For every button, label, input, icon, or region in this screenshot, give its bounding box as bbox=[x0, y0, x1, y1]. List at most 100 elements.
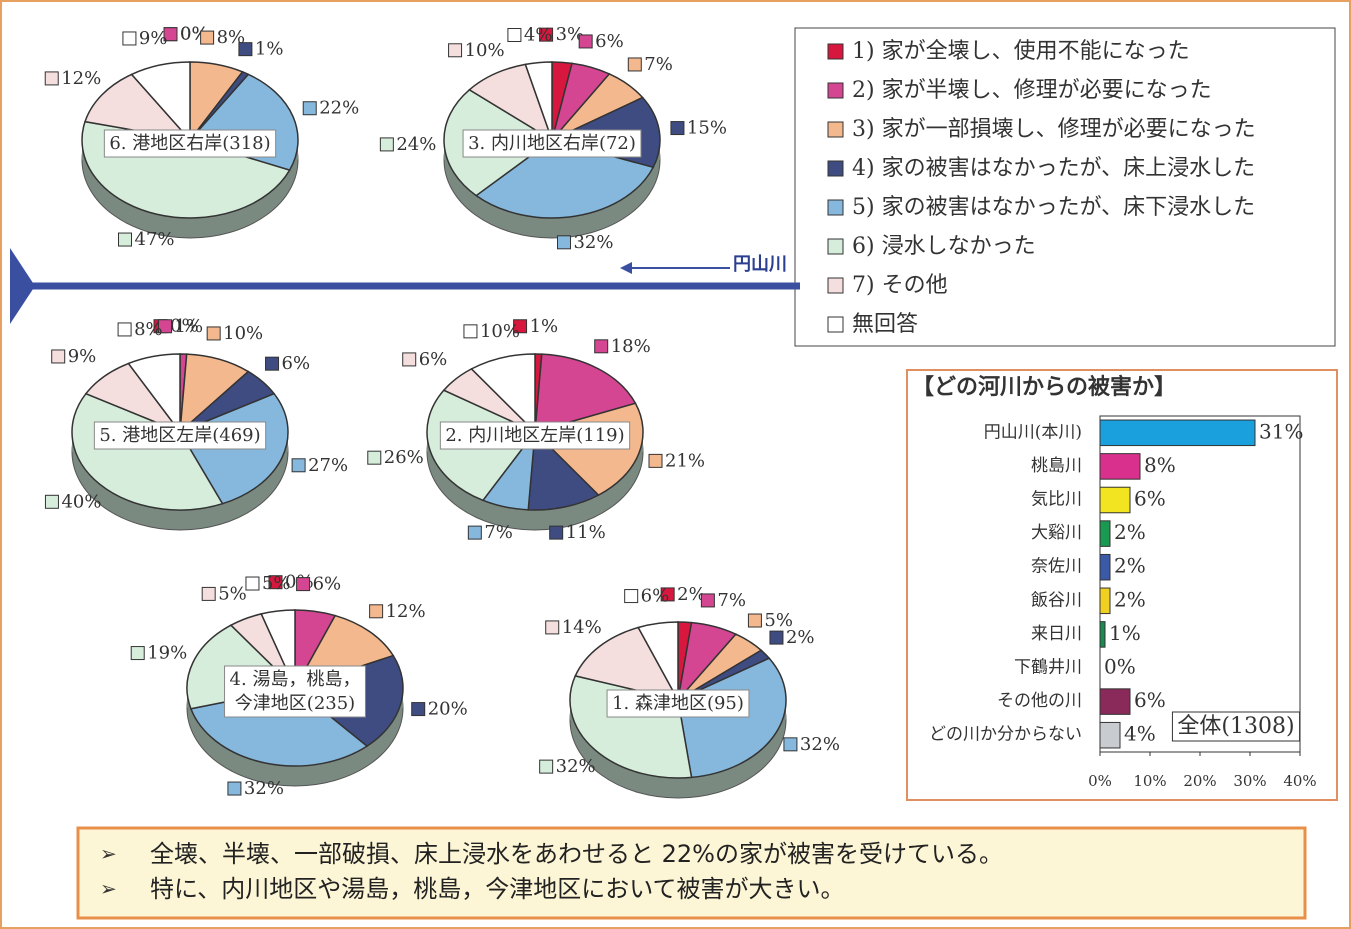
value-label: 2% bbox=[1114, 554, 1146, 578]
value-label: 10% bbox=[223, 323, 263, 344]
bullet: ➢ bbox=[100, 842, 117, 866]
legend-label: 3) 家が一部損壊し、修理が必要になった bbox=[852, 117, 1256, 142]
value-label: 1% bbox=[255, 39, 284, 60]
label-swatch bbox=[118, 232, 133, 247]
pie-slice bbox=[534, 353, 637, 434]
value-label: 2% bbox=[1114, 520, 1146, 544]
bar bbox=[1099, 621, 1106, 648]
value-label: 18% bbox=[611, 336, 651, 357]
value-label: 32% bbox=[800, 734, 840, 755]
legend-box bbox=[794, 27, 1336, 347]
river-end bbox=[10, 248, 35, 324]
category-label: 飯谷川 bbox=[1031, 590, 1082, 610]
value-label: 1% bbox=[530, 316, 559, 337]
pie-title: 3. 内川地区右岸(72) bbox=[468, 133, 636, 154]
label-swatch bbox=[594, 339, 609, 354]
pie-title-box bbox=[606, 689, 750, 718]
value-label: 21% bbox=[665, 450, 705, 471]
legend-label: 4) 家の被害はなかったが、床上浸水した bbox=[852, 156, 1255, 181]
pie-title-group: 4. 湯島，桃島，今津地区(235) bbox=[224, 665, 366, 718]
value-label: 7% bbox=[484, 522, 513, 543]
value-label: 19% bbox=[147, 643, 187, 664]
category-label: その他の川 bbox=[997, 691, 1082, 711]
value-label: 2% bbox=[786, 627, 815, 648]
value-label: 26% bbox=[384, 447, 424, 468]
value-label: 6% bbox=[419, 349, 448, 370]
value-label: 4% bbox=[1124, 722, 1156, 746]
category-label: 円山川(本川) bbox=[984, 422, 1082, 442]
label-swatch bbox=[769, 630, 784, 645]
value-label: 2% bbox=[677, 584, 706, 605]
pie-title-box bbox=[224, 665, 366, 718]
label-swatch bbox=[268, 575, 283, 590]
bullet: ➢ bbox=[100, 877, 117, 901]
label-swatch bbox=[302, 101, 317, 116]
bar bbox=[1099, 453, 1141, 480]
legend-label: 1) 家が全壊し、使用不能になった bbox=[852, 39, 1190, 64]
legend-label: 7) その他 bbox=[852, 273, 948, 298]
bar bbox=[1099, 520, 1111, 547]
label-swatch bbox=[660, 587, 675, 602]
value-label: 12% bbox=[61, 68, 101, 89]
value-label: 27% bbox=[308, 455, 348, 476]
legend-swatch bbox=[827, 277, 844, 294]
pie-title-group: 5. 港地区左岸(469) bbox=[93, 421, 267, 450]
value-label: 14% bbox=[562, 617, 602, 638]
label-swatch bbox=[467, 525, 482, 540]
notes-box bbox=[76, 826, 1307, 920]
label-swatch bbox=[130, 646, 145, 661]
value-label: 1% bbox=[1109, 621, 1141, 645]
pie-slice bbox=[527, 430, 600, 511]
label-swatch bbox=[627, 57, 642, 72]
label-swatch bbox=[556, 235, 571, 250]
label-swatch bbox=[367, 450, 382, 465]
label-swatch bbox=[291, 458, 306, 473]
label-swatch bbox=[747, 613, 762, 628]
category-label: 下鶴井川 bbox=[1014, 658, 1082, 678]
label-swatch bbox=[158, 319, 173, 334]
value-label: 6% bbox=[1134, 487, 1166, 511]
label-swatch bbox=[539, 27, 554, 42]
label-swatch bbox=[238, 42, 253, 57]
value-label: 12% bbox=[386, 601, 426, 622]
label-swatch bbox=[448, 43, 463, 58]
label-swatch bbox=[369, 604, 384, 619]
pie-title-box bbox=[103, 129, 277, 158]
value-label: 7% bbox=[644, 54, 673, 75]
pie-slice bbox=[524, 61, 553, 141]
category-label: 桃島川 bbox=[1031, 456, 1082, 476]
label-swatch bbox=[227, 781, 242, 796]
pie-title-box bbox=[439, 421, 631, 450]
legend-swatch bbox=[827, 199, 844, 216]
pie-slice bbox=[470, 353, 536, 434]
value-label: 2% bbox=[1114, 587, 1146, 611]
pie-slice bbox=[637, 621, 679, 701]
legend-swatch bbox=[827, 238, 844, 255]
legend-swatch bbox=[827, 43, 844, 60]
value-label: 40% bbox=[61, 491, 101, 512]
value-label: 0% bbox=[170, 316, 199, 337]
label-swatch bbox=[648, 453, 663, 468]
label-swatch bbox=[402, 352, 417, 367]
label-swatch bbox=[206, 326, 221, 341]
pie-title: 6. 港地区右岸(318) bbox=[109, 133, 270, 154]
value-label: 6% bbox=[1134, 688, 1166, 712]
label-swatch bbox=[670, 121, 685, 136]
pie-slice bbox=[474, 139, 655, 219]
bar bbox=[1099, 486, 1131, 514]
bar-title: 【どの河川からの被害か】 bbox=[912, 374, 1176, 400]
category-label: 大谿川 bbox=[1031, 523, 1082, 543]
pie-slice bbox=[127, 353, 181, 435]
legend-label: 無回答 bbox=[852, 312, 918, 337]
label-swatch bbox=[624, 589, 639, 604]
annotation-box bbox=[1171, 711, 1301, 742]
note: 全壊、半壊、一部破損、床上浸水をあわせると 22%の家が被害を受けている。 bbox=[150, 840, 1003, 868]
legend-swatch bbox=[827, 82, 844, 99]
label-swatch bbox=[513, 319, 528, 334]
value-label: 1% bbox=[175, 316, 204, 337]
label-swatch bbox=[549, 525, 564, 540]
label-swatch bbox=[507, 28, 522, 43]
label-swatch bbox=[700, 593, 715, 608]
